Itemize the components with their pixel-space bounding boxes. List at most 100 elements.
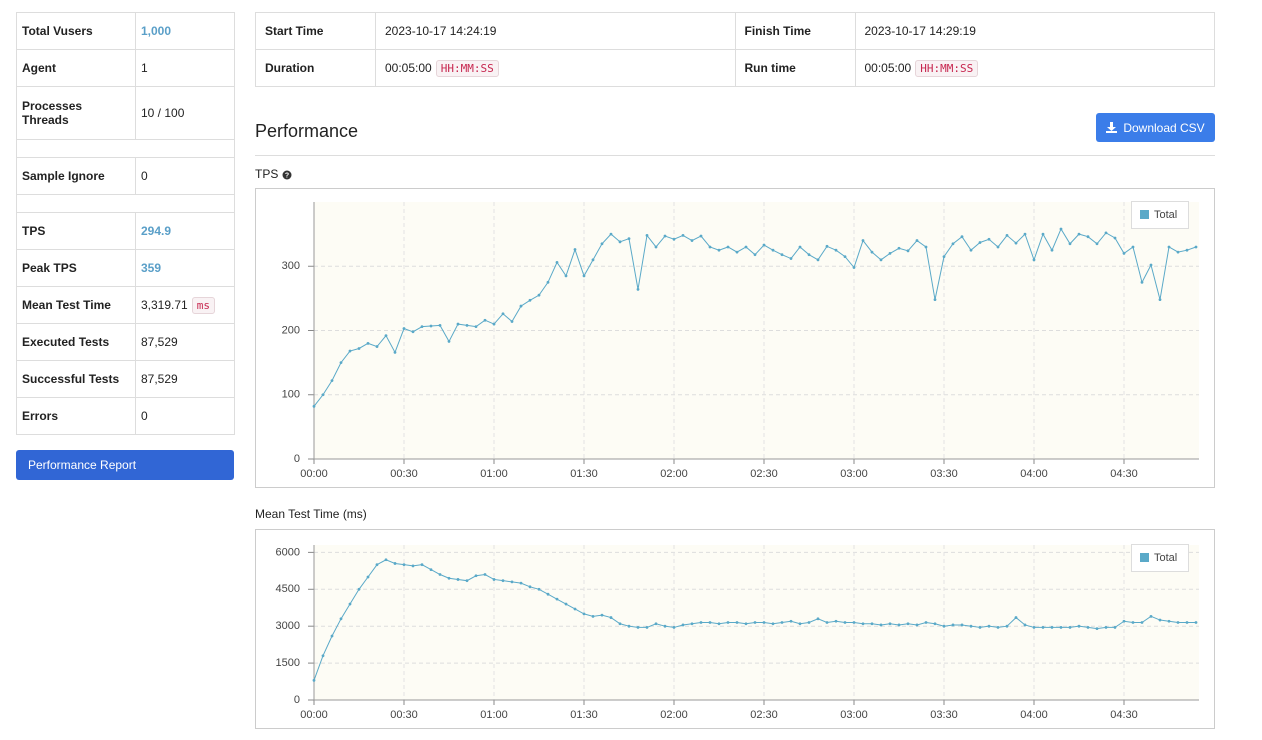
data-point <box>726 245 730 249</box>
data-point <box>330 634 334 638</box>
run-info-table: Start Time 2023-10-17 14:24:19 Finish Ti… <box>255 12 1215 87</box>
data-point <box>645 234 649 237</box>
data-point <box>807 621 811 624</box>
data-point <box>636 626 640 629</box>
data-point <box>816 617 820 621</box>
data-point <box>897 623 901 627</box>
label: Processes Threads <box>16 86 136 140</box>
data-point <box>888 622 892 626</box>
data-point <box>555 260 559 264</box>
data-point <box>834 248 838 252</box>
data-point <box>357 587 361 591</box>
data-point <box>564 602 568 606</box>
data-point <box>663 624 667 628</box>
data-point <box>447 340 451 343</box>
data-point <box>690 622 694 626</box>
data-point <box>942 255 946 259</box>
data-point <box>915 239 919 242</box>
data-point <box>933 298 937 302</box>
data-point <box>1158 298 1162 302</box>
summary-row: Mean Test Time 3,319.71 ms <box>16 286 235 324</box>
data-point <box>456 322 460 326</box>
data-point <box>321 654 325 658</box>
data-point <box>789 257 793 260</box>
legend-label: Total <box>1154 209 1177 221</box>
value-cell: 1 <box>135 49 235 87</box>
data-point <box>978 626 982 629</box>
unit: HH:MM:SS <box>915 60 979 77</box>
data-point <box>1095 627 1099 631</box>
data-point <box>492 578 496 581</box>
data-point <box>357 347 361 350</box>
data-point <box>870 622 874 626</box>
data-point <box>735 621 739 624</box>
data-point <box>330 379 334 383</box>
data-point <box>1041 232 1045 236</box>
data-point <box>843 621 847 624</box>
value-cell: 87,529 <box>135 360 235 398</box>
data-point <box>798 245 802 249</box>
data-point <box>591 614 595 618</box>
data-point <box>528 298 532 302</box>
data-point <box>789 619 793 623</box>
unit: HH:MM:SS <box>435 60 499 77</box>
data-point <box>393 350 397 354</box>
value: 294.9 <box>141 224 172 238</box>
help-icon <box>282 170 292 180</box>
value-cell: 87,529 <box>135 323 235 361</box>
x-tick-label: 03:00 <box>840 468 868 480</box>
data-point <box>600 242 604 246</box>
data-point <box>771 248 775 252</box>
performance-report-button[interactable]: Performance Report <box>16 450 234 480</box>
data-point <box>438 323 442 327</box>
data-point <box>339 617 343 621</box>
data-point <box>1149 263 1153 267</box>
x-tick-label: 03:30 <box>930 468 958 480</box>
data-point <box>501 579 505 583</box>
data-point <box>1122 252 1126 255</box>
data-point <box>1086 235 1090 239</box>
data-point <box>375 345 379 348</box>
data-point <box>1050 248 1054 252</box>
y-tick-label: 100 <box>282 389 300 401</box>
data-point <box>699 234 703 238</box>
download-icon <box>1106 122 1118 133</box>
y-tick-label: 6000 <box>276 546 300 558</box>
x-tick-label: 02:30 <box>750 468 778 480</box>
data-point <box>825 244 829 248</box>
y-tick-label: 0 <box>294 453 300 465</box>
data-point <box>429 324 433 328</box>
data-point <box>1104 231 1108 235</box>
data-point <box>960 623 964 627</box>
legend-swatch <box>1140 553 1149 562</box>
x-tick-label: 01:30 <box>570 709 598 721</box>
download-csv-button[interactable]: Download CSV <box>1096 113 1215 142</box>
data-point <box>960 235 964 239</box>
y-tick-label: 0 <box>294 694 300 706</box>
legend-label: Total <box>1154 552 1177 564</box>
data-point <box>870 250 874 254</box>
data-point <box>744 622 748 626</box>
summary-row: Errors 0 <box>16 397 235 435</box>
data-point <box>609 232 613 236</box>
data-point <box>519 304 523 308</box>
data-point <box>906 622 910 626</box>
data-point <box>1023 623 1027 627</box>
divider <box>255 155 1215 156</box>
data-point <box>1032 626 1036 629</box>
data-point <box>708 245 712 249</box>
data-point <box>411 564 415 568</box>
data-point <box>996 626 1000 629</box>
label: Finish Time <box>734 12 856 50</box>
data-point <box>987 624 991 628</box>
data-point <box>627 624 631 628</box>
data-point <box>762 621 766 624</box>
data-point <box>546 280 550 284</box>
data-point <box>942 624 946 628</box>
data-point <box>1059 227 1063 231</box>
data-point <box>690 239 694 242</box>
label: Executed Tests <box>16 323 136 361</box>
data-point <box>393 562 397 565</box>
x-tick-label: 04:00 <box>1020 468 1048 480</box>
y-tick-label: 3000 <box>276 620 300 632</box>
